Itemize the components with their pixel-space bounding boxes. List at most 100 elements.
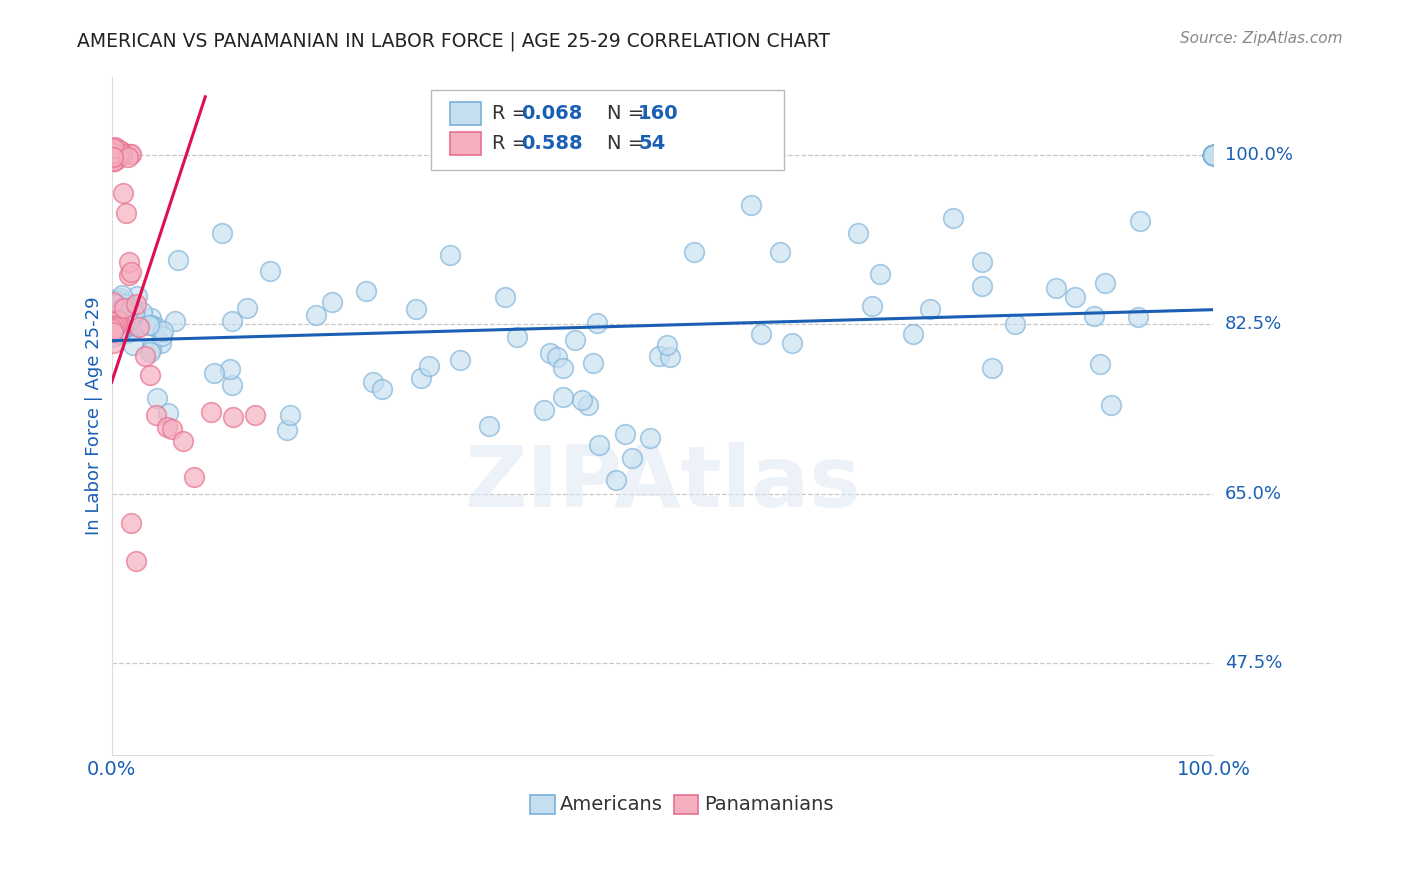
Y-axis label: In Labor Force | Age 25-29: In Labor Force | Age 25-29	[86, 297, 103, 535]
Point	[578, 398, 600, 412]
Point	[101, 321, 124, 335]
Point	[108, 318, 131, 333]
Point	[103, 154, 125, 169]
Point	[101, 295, 124, 310]
Point	[104, 326, 127, 340]
Point	[495, 290, 517, 304]
Point	[506, 329, 529, 343]
Point	[150, 335, 173, 350]
Point	[104, 139, 127, 153]
Point	[121, 338, 143, 352]
Point	[1004, 317, 1026, 331]
Text: R =: R =	[492, 103, 534, 123]
Point	[354, 284, 377, 298]
Point	[1202, 148, 1225, 162]
Point	[613, 427, 636, 442]
Point	[125, 289, 148, 303]
Point	[163, 314, 186, 328]
Point	[478, 418, 501, 433]
Point	[139, 368, 162, 382]
Point	[869, 267, 891, 281]
Point	[110, 325, 132, 339]
Point	[183, 470, 205, 484]
Point	[1063, 290, 1085, 304]
Point	[1202, 148, 1225, 162]
Point	[105, 312, 128, 326]
Point	[105, 316, 128, 330]
Point	[860, 299, 883, 313]
Point	[920, 302, 942, 317]
Point	[125, 297, 148, 311]
Point	[117, 150, 139, 164]
Point	[131, 305, 153, 319]
Point	[121, 516, 143, 530]
Point	[769, 244, 792, 259]
Point	[121, 265, 143, 279]
Text: 100.0%: 100.0%	[1225, 146, 1292, 164]
Point	[1202, 148, 1225, 162]
Point	[101, 325, 124, 339]
Point	[112, 311, 135, 326]
Point	[134, 349, 156, 363]
FancyBboxPatch shape	[450, 102, 481, 125]
Text: R =: R =	[492, 134, 534, 153]
Point	[110, 324, 132, 338]
Point	[1202, 148, 1225, 162]
Point	[107, 308, 129, 322]
Point	[166, 253, 188, 268]
Point	[1094, 277, 1116, 291]
Point	[638, 431, 661, 445]
Point	[1202, 148, 1225, 162]
Point	[1202, 148, 1225, 162]
Point	[105, 318, 128, 332]
Point	[1202, 148, 1225, 162]
Point	[1202, 148, 1225, 162]
Point	[114, 303, 136, 318]
Point	[103, 293, 125, 307]
Point	[449, 353, 471, 368]
Point	[118, 298, 141, 312]
Point	[112, 309, 135, 323]
Point	[1202, 148, 1225, 162]
Point	[118, 301, 141, 315]
Point	[141, 310, 163, 325]
Text: 0.588: 0.588	[522, 134, 583, 153]
Point	[139, 318, 162, 333]
Point	[101, 317, 124, 331]
Point	[110, 310, 132, 324]
FancyBboxPatch shape	[450, 132, 481, 154]
Point	[1202, 148, 1225, 162]
Point	[120, 147, 142, 161]
Point	[585, 316, 607, 330]
Point	[243, 409, 266, 423]
Point	[103, 143, 125, 157]
Point	[108, 314, 131, 328]
Point	[405, 302, 427, 317]
Point	[111, 186, 134, 201]
Point	[124, 308, 146, 322]
Point	[1202, 148, 1225, 162]
Point	[122, 306, 145, 320]
Point	[439, 248, 461, 262]
Point	[101, 145, 124, 160]
Point	[112, 301, 135, 315]
Point	[128, 319, 150, 334]
Point	[1202, 148, 1225, 162]
Point	[221, 378, 243, 392]
Text: Source: ZipAtlas.com: Source: ZipAtlas.com	[1180, 31, 1343, 46]
Point	[1202, 148, 1225, 162]
Point	[620, 450, 643, 465]
Point	[101, 148, 124, 162]
Point	[901, 326, 924, 341]
Text: N =: N =	[607, 103, 651, 123]
Point	[101, 150, 124, 164]
Point	[108, 293, 131, 308]
Point	[118, 268, 141, 282]
Point	[280, 408, 302, 422]
Point	[1202, 148, 1225, 162]
Point	[107, 143, 129, 157]
Point	[780, 336, 803, 351]
Point	[219, 362, 242, 376]
Point	[110, 309, 132, 323]
Point	[740, 198, 762, 212]
